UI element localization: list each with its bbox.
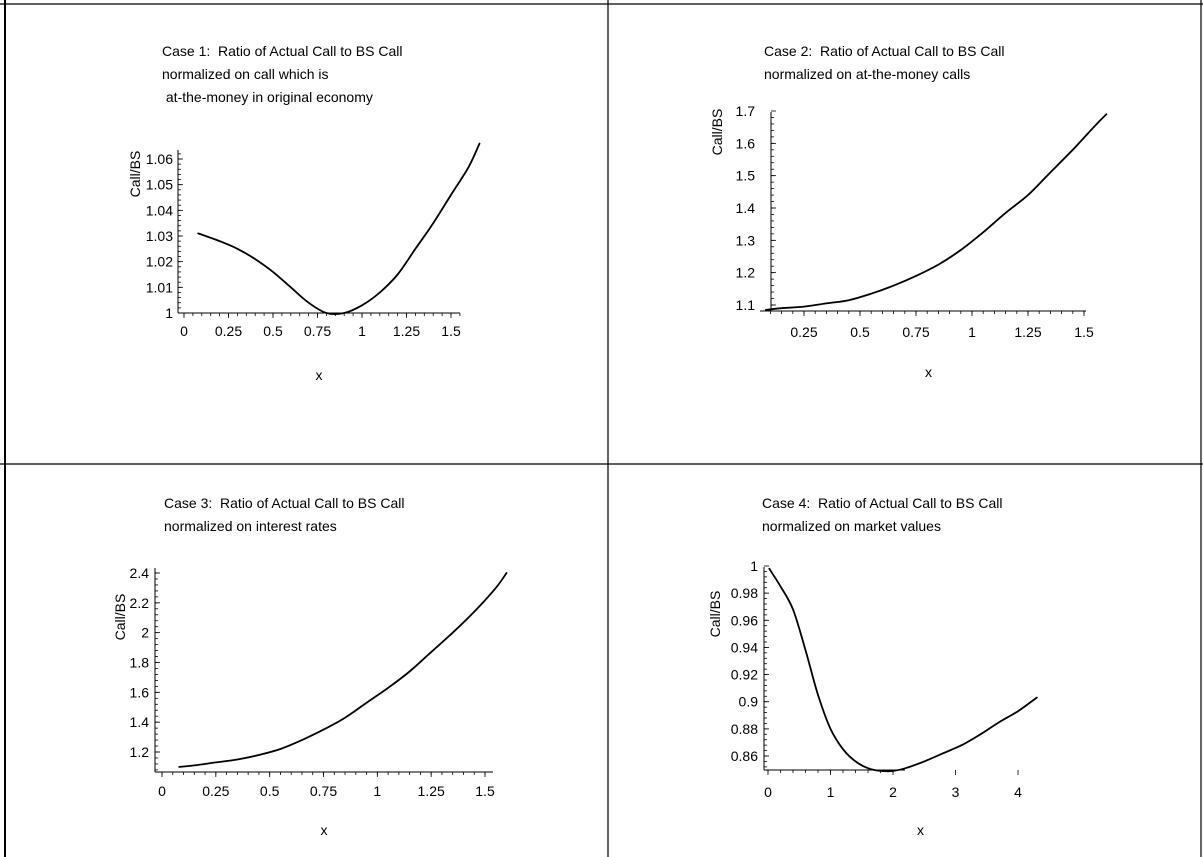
y-tick-label: 1.05 <box>146 177 173 193</box>
y-tick-label: 1.8 <box>130 655 150 671</box>
y-tick-label: 0.98 <box>731 585 758 601</box>
x-tick-label: 1 <box>358 323 366 339</box>
series-line <box>197 142 481 316</box>
y-tick-label: 0.94 <box>731 639 758 655</box>
y-tick-label: 1.3 <box>736 232 756 248</box>
y-tick-label: 1.4 <box>130 714 150 730</box>
y-tick-label: 1.7 <box>736 103 756 119</box>
plot-area: 0 0.25 0.5 0.75 1 1.25 1.5 1 1.01 1.02 1.03 1.04 1.0… <box>127 142 481 383</box>
y-tick-label: 2.4 <box>130 565 150 581</box>
y-tick-label: 1 <box>165 305 173 321</box>
plot-area: 0 1 2 3 4 0.86 0.88 0.9 0.92 0.94 0.96 0.98 1 x Call/B… <box>707 558 1038 838</box>
chart-plot-case-4: 0 1 2 3 4 0.86 0.88 0.9 0.92 0.94 0.96 0.98 1 x Call/B… <box>707 558 1038 838</box>
plot-area: 0.25 0.5 0.75 1 1.25 1.5 1.1 1.2 1.3 1.4 1.5 1.6 1.7… <box>709 103 1108 380</box>
x-tick-label: 0.75 <box>310 783 337 799</box>
y-tick-label: 0.88 <box>731 721 758 737</box>
x-axis-title: x <box>316 367 323 383</box>
chart-panel-case-4: Case 4: Ratio of Actual Call to BS Call … <box>608 464 1203 857</box>
y-tick-label: 0.9 <box>739 694 759 710</box>
chart-plot-case-2: 0.25 0.5 0.75 1 1.25 1.5 1.1 1.2 1.3 1.4 1.5 1.6 1.7… <box>709 103 1108 380</box>
y-tick-label: 2 <box>141 625 149 641</box>
chart-title-line-1: Case 4: Ratio of Actual Call to BS Call <box>762 495 1003 511</box>
x-tick-label: 0 <box>764 784 772 800</box>
x-tick-label: 1.5 <box>475 783 495 799</box>
y-tick-label: 1.6 <box>736 135 756 151</box>
series-line <box>178 572 508 768</box>
x-tick-label: 1 <box>827 784 835 800</box>
y-tick-label: 1.4 <box>736 200 756 216</box>
y-axis-title: Call/BS <box>707 591 723 638</box>
x-tick-label: 3 <box>952 784 960 800</box>
y-tick-label: 2.2 <box>130 595 150 611</box>
x-tick-label: 0.25 <box>790 324 817 340</box>
y-tick-label: 1.1 <box>736 297 756 313</box>
x-tick-label: 0.75 <box>902 324 929 340</box>
x-tick-label: 1.5 <box>1074 324 1094 340</box>
y-tick-label: 1.6 <box>130 684 150 700</box>
y-tick-label: 1.2 <box>130 744 150 760</box>
chart-title-line-2: normalized on at-the-money calls <box>764 66 971 82</box>
plot-area: 0 0.25 0.5 0.75 1 1.25 1.5 1.2 1.4 1.6 1.8 2 2.2 2.4 x… <box>112 565 508 838</box>
x-tick-label: 0.5 <box>263 323 283 339</box>
y-axis-title: Call/BS <box>127 151 143 198</box>
x-axis-title: x <box>917 822 924 838</box>
y-tick-label: 1.2 <box>736 265 756 281</box>
y-tick-label: 0.86 <box>731 748 758 764</box>
chart-plot-case-3: 0 0.25 0.5 0.75 1 1.25 1.5 1.2 1.4 1.6 1.8 2 2.2 2.4 x… <box>112 565 508 838</box>
chart-title-line-2: normalized on call which is <box>162 66 329 82</box>
y-tick-label: 0.92 <box>731 667 758 683</box>
chart-panel-case-2: Case 2: Ratio of Actual Call to BS Call … <box>608 0 1203 464</box>
y-tick-label: 1.02 <box>146 254 173 270</box>
x-tick-label: 0.5 <box>260 783 280 799</box>
chart-title-line-1: Case 1: Ratio of Actual Call to BS Call <box>162 43 403 59</box>
x-tick-label: 0.75 <box>304 323 331 339</box>
x-axis-title: x <box>321 822 328 838</box>
y-axis-title: Call/BS <box>112 594 128 641</box>
x-tick-label: 0.25 <box>215 323 242 339</box>
chart-title-line-2: normalized on market values <box>762 518 941 534</box>
x-tick-label: 1.25 <box>1014 324 1041 340</box>
chart-panel-case-1: Case 1: Ratio of Actual Call to BS Call … <box>0 0 608 464</box>
y-axis-title: Call/BS <box>709 109 725 156</box>
x-tick-label: 0.5 <box>850 324 870 340</box>
x-tick-label: 2 <box>889 784 897 800</box>
chart-plot-case-1: 0 0.25 0.5 0.75 1 1.25 1.5 1 1.01 1.02 1.03 1.04 1.0… <box>127 142 481 383</box>
x-tick-label: 1.25 <box>418 783 445 799</box>
x-tick-label: 0.25 <box>202 783 229 799</box>
chart-title-line-3: at-the-money in original economy <box>162 89 373 105</box>
x-tick-label: 0 <box>180 323 188 339</box>
chart-title-line-2: normalized on interest rates <box>164 518 337 534</box>
x-tick-label: 1.5 <box>441 323 461 339</box>
x-tick-label: 1.25 <box>393 323 420 339</box>
chart-title-line-1: Case 2: Ratio of Actual Call to BS Call <box>764 43 1005 59</box>
x-tick-label: 1 <box>373 783 381 799</box>
x-tick-label: 0 <box>158 783 166 799</box>
y-tick-label: 1.04 <box>146 202 173 218</box>
series-line <box>768 567 1038 773</box>
x-axis-title: x <box>925 364 932 380</box>
series-line <box>765 113 1108 311</box>
chart-panel-case-3: Case 3: Ratio of Actual Call to BS Call … <box>0 464 608 857</box>
y-tick-label: 1 <box>750 558 758 574</box>
y-tick-label: 1.5 <box>736 168 756 184</box>
x-tick-label: 4 <box>1014 784 1022 800</box>
y-tick-label: 1.03 <box>146 228 173 244</box>
y-tick-label: 1.06 <box>146 151 173 167</box>
y-tick-label: 1.01 <box>146 279 173 295</box>
x-tick-label: 1 <box>968 324 976 340</box>
chart-title-line-1: Case 3: Ratio of Actual Call to BS Call <box>164 495 405 511</box>
y-tick-label: 0.96 <box>731 612 758 628</box>
